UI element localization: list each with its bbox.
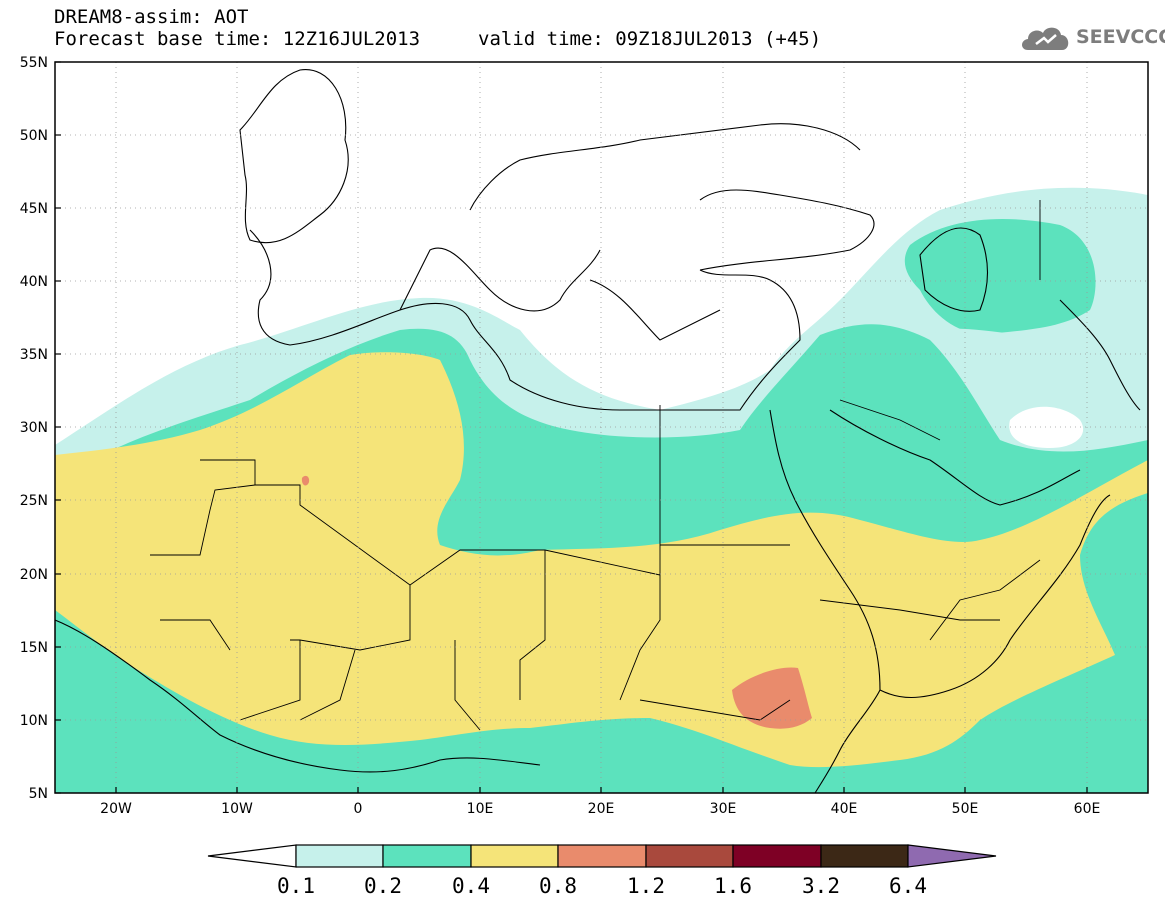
- lon-tick-label: 10W: [221, 801, 253, 817]
- legend-label: 1.2: [627, 874, 665, 898]
- lon-tick-label: 20E: [588, 801, 615, 817]
- lat-tick-label: 20N: [20, 567, 48, 583]
- lat-tick-label: 10N: [20, 713, 48, 729]
- lon-tick-label: 50E: [952, 801, 979, 817]
- lat-tick-label: 15N: [20, 640, 48, 656]
- valid-time: valid time: 09Z18JUL2013 (+45): [478, 28, 822, 50]
- aot-clear-area: [1009, 406, 1084, 448]
- legend-swatch-above: [907, 844, 997, 868]
- logo-text: SEEVCCC: [1076, 26, 1165, 48]
- country-borders: [150, 200, 1041, 731]
- legend-swatch: [645, 844, 734, 868]
- lon-tick-label: 10E: [467, 801, 494, 817]
- lat-tick-label: 5N: [29, 786, 48, 802]
- legend-swatch: [732, 844, 822, 868]
- lon-tick-label: 20W: [100, 801, 132, 817]
- lat-tick-label: 40N: [20, 274, 48, 290]
- legend-swatch: [470, 844, 559, 868]
- lat-tick-label: 50N: [20, 128, 48, 144]
- legend-swatch: [557, 844, 647, 868]
- legend-label: 1.6: [714, 874, 752, 898]
- lon-tick-label: 30E: [710, 801, 737, 817]
- lat-tick-label: 45N: [20, 201, 48, 217]
- legend-label: 3.2: [802, 874, 840, 898]
- lat-tick-label: 25N: [20, 493, 48, 509]
- lon-tick-label: 40E: [831, 801, 858, 817]
- lon-tick-labels: 20W 10W 0 10E 20E 30E 40E 50E 60E: [100, 801, 1100, 817]
- lon-tick-label: 0: [354, 801, 363, 817]
- lat-tick-label: 30N: [20, 420, 48, 436]
- legend-label: 0.2: [364, 874, 402, 898]
- color-legend: 0.1 0.2 0.4 0.8 1.2 1.6 3.2 6.4: [207, 844, 997, 898]
- seevccc-logo: SEEVCCC: [1018, 20, 1165, 60]
- legend-swatch: [820, 844, 909, 868]
- forecast-base-time: Forecast base time: 12Z16JUL2013: [54, 28, 421, 50]
- legend-label: 0.1: [277, 874, 315, 898]
- map-title: DREAM8-assim: AOT: [54, 6, 249, 28]
- aot-band-0.8-1.2: [301, 475, 812, 729]
- legend-label: 6.4: [889, 874, 927, 898]
- legend-swatch-below: [207, 844, 297, 868]
- legend-swatch: [295, 844, 384, 868]
- cloud-icon: [1022, 27, 1069, 50]
- legend-label: 0.8: [539, 874, 577, 898]
- lon-tick-label: 60E: [1074, 801, 1101, 817]
- lat-tick-label: 55N: [20, 55, 48, 71]
- lat-tick-label: 35N: [20, 347, 48, 363]
- graticule: [55, 62, 1148, 793]
- lat-tick-labels: 5N 10N 15N 20N 25N 30N 35N 40N 45N 50N 5…: [20, 55, 48, 802]
- map-plot-area: [55, 62, 1148, 793]
- aot-band-0.1-0.2-inner: [930, 328, 1148, 424]
- legend-swatch: [382, 844, 472, 868]
- aot-band-0.4-0.8: [55, 352, 1148, 768]
- tick-marks: [55, 61, 1088, 794]
- legend-label: 0.4: [452, 874, 490, 898]
- coastlines: [55, 69, 1141, 793]
